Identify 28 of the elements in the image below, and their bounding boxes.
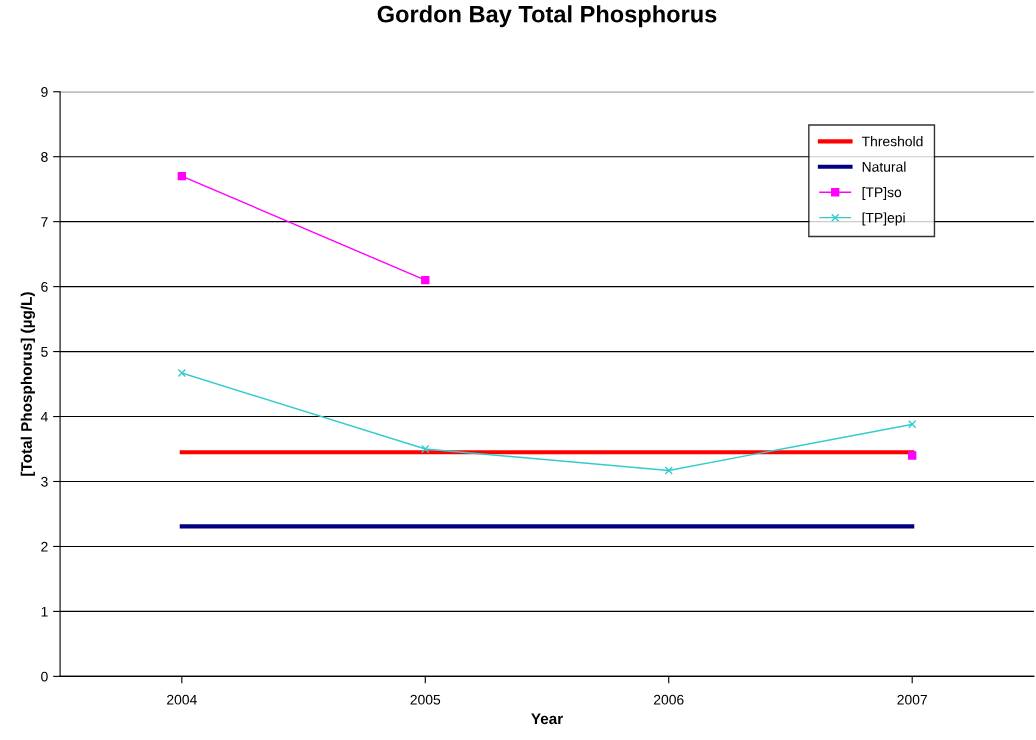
x-axis-title: Year (531, 713, 563, 725)
y-tick-label: 9 (41, 87, 48, 97)
legend-label: [TP]epi (862, 212, 905, 226)
x-tick-label: 2007 (897, 694, 927, 705)
point (908, 451, 917, 460)
y-tick-label: 0 (41, 671, 48, 682)
x-tick-label: 2006 (653, 694, 684, 705)
point (177, 368, 186, 378)
y-axis-title: [Total Phosphorus] (µg/L) (20, 292, 35, 476)
y-tick-label: 3 (41, 476, 48, 487)
point (421, 275, 430, 285)
legend-label: [TP]so (862, 187, 902, 200)
point (177, 172, 186, 181)
y-tick-label: 4 (40, 412, 48, 422)
legend-label: Natural (862, 161, 906, 172)
point (664, 466, 673, 475)
y-tick-label: 1 (41, 606, 48, 617)
y-tick-label: 2 (41, 541, 48, 552)
point (421, 444, 430, 454)
y-tick-label: 7 (41, 217, 48, 227)
legend-label: Threshold (861, 136, 923, 147)
y-tick-label: 5 (41, 347, 48, 357)
x-tick-label: 2004 (167, 694, 197, 705)
x-tick-label: 2005 (410, 694, 441, 705)
point (908, 420, 917, 429)
y-tick-label: 6 (41, 281, 48, 292)
chart-title: Gordon Bay Total Phosphorus (377, 5, 717, 28)
y-tick-label: 8 (41, 152, 48, 162)
